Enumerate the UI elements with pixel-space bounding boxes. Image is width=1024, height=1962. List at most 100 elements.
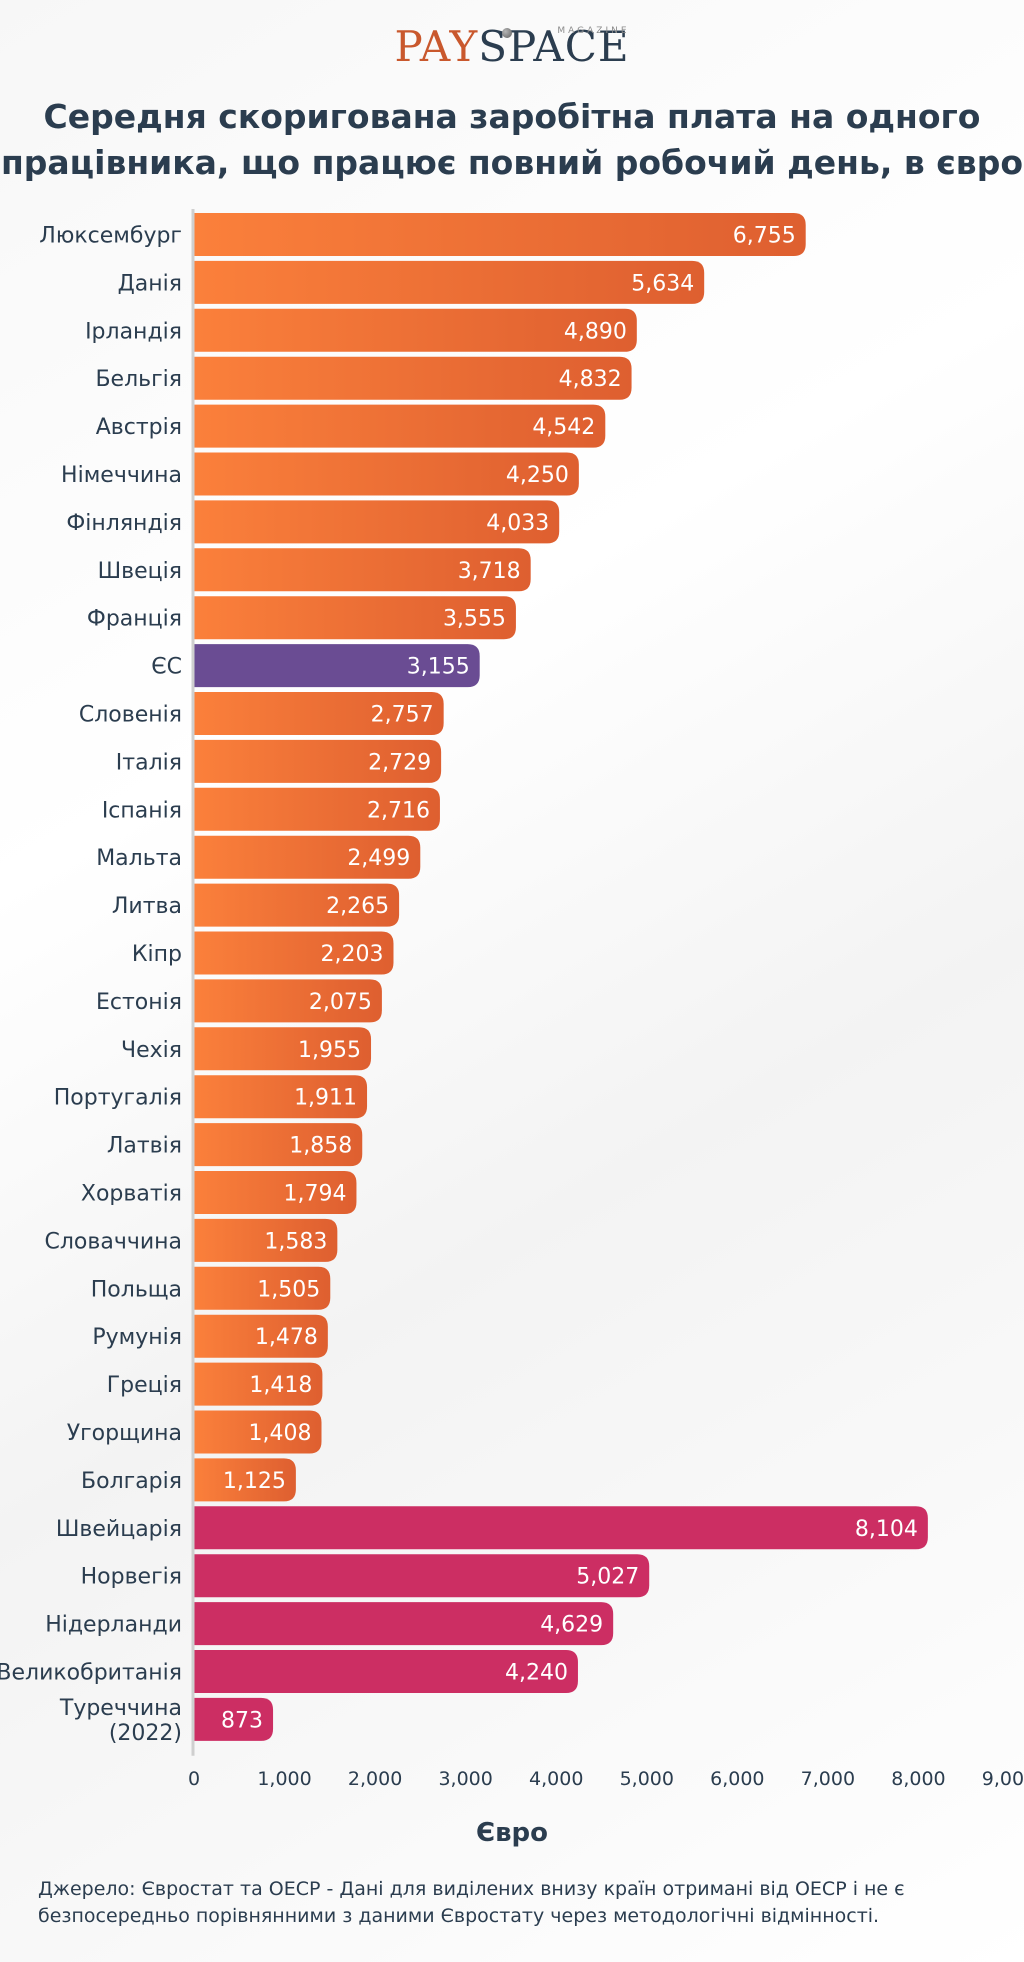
bar-group: 4,033 Фінляндія xyxy=(66,500,560,544)
bar xyxy=(194,260,705,304)
bar-group: 2,075 Естонія xyxy=(96,979,382,1023)
category-label: (2022) xyxy=(109,1721,182,1746)
source-line2: безпосередньо порівнянними з даними Євро… xyxy=(38,1905,880,1927)
x-tick-label: 2,000 xyxy=(348,1768,402,1790)
bar xyxy=(194,1554,650,1598)
bar-value-label: 4,629 xyxy=(540,1613,603,1638)
bar xyxy=(194,739,442,783)
bar-value-label: 4,033 xyxy=(486,511,549,536)
chart-title: Середня скоригована заробітна плата на о… xyxy=(0,94,1024,186)
bar-value-label: 1,125 xyxy=(223,1469,286,1494)
bar-group: 4,240 Великобританія xyxy=(0,1650,578,1693)
bar-group: 1,794 Хорватія xyxy=(81,1171,357,1214)
category-label: Німеччина xyxy=(61,463,182,488)
bar-group: 4,250 Німеччина xyxy=(61,452,579,496)
bar-value-label: 4,542 xyxy=(532,415,595,440)
bar xyxy=(194,1266,331,1310)
bar xyxy=(194,1458,296,1502)
logo-part1: PAY xyxy=(394,22,479,71)
bar-group: 8,104 Швейцарія xyxy=(56,1506,928,1550)
category-label: Мальта xyxy=(96,846,182,871)
bar-group: 2,203 Кіпр xyxy=(132,931,394,975)
category-label: Норвегія xyxy=(81,1565,182,1590)
x-axis-title: Євро xyxy=(475,1818,548,1848)
category-label: Іспанія xyxy=(102,798,182,823)
bar-group: 2,716 Іспанія xyxy=(102,787,440,831)
category-label: Румунія xyxy=(92,1325,182,1350)
bar-group: 1,955 Чехія xyxy=(121,1027,372,1071)
bar-value-label: 1,955 xyxy=(298,1038,361,1063)
category-label: Данія xyxy=(118,271,182,296)
category-label: Чехія xyxy=(121,1038,182,1063)
bar-value-label: 4,240 xyxy=(505,1661,568,1686)
logo-dot-icon xyxy=(502,28,513,38)
bar xyxy=(194,644,480,688)
bar-group: 4,832 Бельгія xyxy=(95,356,632,400)
bar-group: 1,408 Угорщина xyxy=(67,1410,322,1454)
bar-group: 4,542 Австрія xyxy=(96,404,606,448)
bar-value-label: 4,832 xyxy=(559,367,622,392)
x-tick-label: 0 xyxy=(188,1768,200,1790)
category-label: Кіпр xyxy=(132,942,182,967)
bar-value-label: 1,794 xyxy=(283,1182,346,1207)
bar-group: 1,505 Польща xyxy=(91,1266,331,1310)
bar xyxy=(194,1650,578,1693)
bar xyxy=(194,1314,328,1358)
bar-group: 1,911 Португалія xyxy=(54,1075,368,1119)
bar-value-label: 5,027 xyxy=(576,1565,639,1590)
bar-value-label: 2,075 xyxy=(309,990,372,1015)
x-tick-label: 5,000 xyxy=(620,1768,674,1790)
bar xyxy=(194,1506,928,1550)
bar xyxy=(194,1410,322,1454)
bar-group: 5,634 Данія xyxy=(118,260,705,304)
payspace-logo: PAYSPACE MAGAZINE xyxy=(0,22,1024,71)
bar-value-label: 8,104 xyxy=(855,1517,918,1542)
bar-value-label: 1,418 xyxy=(249,1373,312,1398)
chart-title-line2: працівника, що працює повний робочий ден… xyxy=(0,143,1023,182)
bar xyxy=(194,1218,338,1262)
category-label: Швеція xyxy=(98,559,182,584)
x-tick-label: 3,000 xyxy=(438,1768,492,1790)
bar xyxy=(194,692,444,735)
bar xyxy=(194,1171,357,1214)
bar xyxy=(194,1075,368,1119)
bar-group: 3,555 Франція xyxy=(87,596,516,640)
bar xyxy=(194,1362,323,1406)
category-label: ЄС xyxy=(151,655,182,680)
bar-value-label: 873 xyxy=(221,1708,263,1733)
bar-value-label: 2,757 xyxy=(371,703,434,728)
bar xyxy=(194,883,400,927)
category-label: Швейцарія xyxy=(56,1517,182,1542)
x-tick-label: 7,000 xyxy=(801,1768,855,1790)
category-label: Італія xyxy=(116,750,182,775)
category-label: Люксембург xyxy=(39,224,182,249)
bar-value-label: 4,250 xyxy=(506,463,569,488)
bar xyxy=(194,787,440,831)
source-note: Джерело: Євростат та ОЕСР - Дані для вид… xyxy=(38,1876,998,1930)
bar-value-label: 3,555 xyxy=(443,607,506,632)
category-label: Хорватія xyxy=(81,1182,182,1207)
bar-group: 873 Туреччина(2022) xyxy=(59,1696,274,1746)
source-line1: Джерело: Євростат та ОЕСР - Дані для вид… xyxy=(38,1878,905,1900)
bar xyxy=(194,1123,363,1167)
category-label: Фінляндія xyxy=(66,511,182,536)
category-label: Латвія xyxy=(107,1134,182,1159)
bar xyxy=(194,356,632,400)
bar xyxy=(194,1697,274,1741)
bar-value-label: 1,911 xyxy=(294,1086,357,1111)
category-label: Греція xyxy=(107,1373,182,1398)
bar xyxy=(194,308,637,352)
bar-group: 1,858 Латвія xyxy=(107,1123,363,1167)
bar-value-label: 1,408 xyxy=(249,1421,312,1446)
bar-value-label: 2,265 xyxy=(326,894,389,919)
bar-group: 2,729 Італія xyxy=(116,739,442,783)
bar-group: 2,265 Литва xyxy=(112,883,400,927)
bar xyxy=(194,500,560,544)
bar xyxy=(194,596,516,640)
x-tick-label: 8,000 xyxy=(891,1768,945,1790)
bar-value-label: 2,716 xyxy=(367,798,430,823)
bar xyxy=(194,548,531,592)
bar xyxy=(194,452,579,496)
bar-value-label: 5,634 xyxy=(631,271,694,296)
